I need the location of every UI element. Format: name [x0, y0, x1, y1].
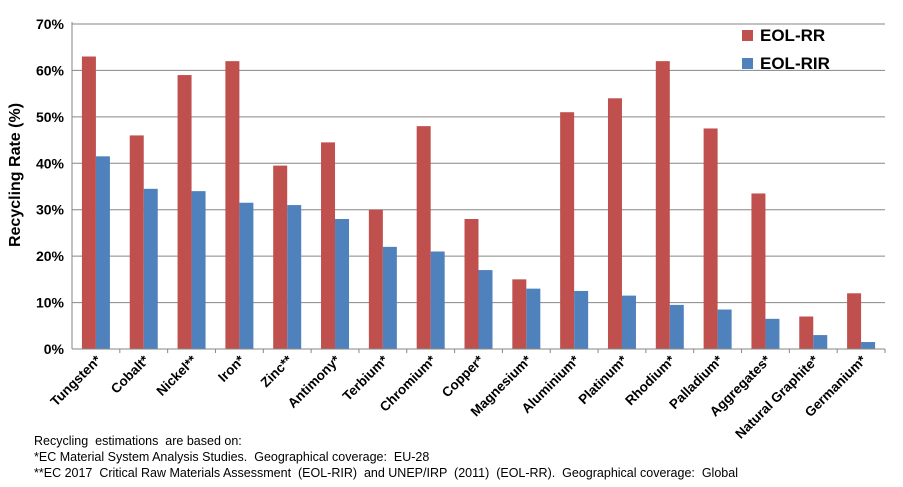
gridlines: [72, 23, 885, 304]
axes: [71, 22, 886, 353]
bar-eol-rir-germanium: [861, 342, 876, 349]
bar-eol-rir-aggregates: [765, 318, 780, 349]
x-tick-label: Cobalt*: [108, 352, 153, 397]
bar-eol-rr-chromium: [416, 126, 431, 350]
note-line-3: **EC 2017 Critical Raw Materials Assessm…: [34, 466, 738, 480]
bar-eol-rir-terbium: [382, 246, 397, 349]
bar-eol-rr-aluminium: [560, 112, 575, 349]
bar-eol-rr-antimony: [321, 142, 336, 349]
bar-eol-rr-zinc: [273, 165, 288, 349]
bar-eol-rr-cobalt: [129, 135, 144, 349]
bar-eol-rir-natural-graphite: [813, 335, 828, 349]
bars: [81, 56, 876, 350]
y-tick-label: 50%: [36, 109, 65, 125]
bar-eol-rir-copper: [478, 270, 493, 349]
x-tick-labels: Tungsten* Cobalt* Nickel** Iron* Zinc**Antim…: [47, 352, 869, 442]
bar-eol-rir-cobalt: [143, 188, 158, 349]
x-tick-label: Nickel**: [154, 352, 201, 399]
legend-label: EOL-RIR: [760, 54, 830, 73]
legend: EOL-RR EOL-RIR: [742, 26, 830, 73]
bar-eol-rr-copper: [464, 219, 479, 349]
bar-eol-rr-natural-graphite: [799, 316, 814, 349]
bar-eol-rir-zinc: [287, 205, 302, 349]
legend-label: EOL-RR: [760, 26, 825, 45]
y-tick-label: 70%: [36, 16, 65, 32]
y-tick-label: 60%: [36, 62, 65, 78]
bar-eol-rr-iron: [225, 61, 240, 350]
x-tick-label: Copper*: [439, 352, 487, 400]
x-tick-label: Tungsten*: [47, 352, 104, 409]
bar-eol-rir-platinum: [621, 295, 636, 349]
bar-eol-rir-tungsten: [95, 156, 110, 349]
bar-eol-rir-aluminium: [574, 290, 589, 349]
bar-eol-rr-platinum: [607, 98, 622, 350]
x-tick-label: Iron*: [215, 352, 248, 385]
y-tick-label: 0%: [44, 341, 65, 357]
y-tick-label: 40%: [36, 155, 65, 171]
y-tick-label: 20%: [36, 248, 65, 264]
bar-eol-rir-palladium: [717, 309, 732, 349]
bar-eol-rir-iron: [239, 202, 254, 349]
bar-eol-rir-antimony: [335, 219, 350, 349]
bar-eol-rr-germanium: [847, 293, 862, 349]
bar-eol-rir-chromium: [430, 251, 445, 349]
x-tick-label: Natural Graphite*: [732, 352, 822, 442]
y-axis-label: Recycling Rate (%): [7, 103, 24, 247]
y-tick-labels: 0% 10% 20% 30% 40% 50% 60% 70%: [36, 16, 65, 357]
bar-eol-rir-rhodium: [669, 304, 684, 349]
bar-eol-rr-tungsten: [81, 56, 96, 349]
legend-swatch: [742, 58, 753, 69]
bar-eol-rr-palladium: [703, 128, 718, 349]
bar-eol-rr-terbium: [368, 209, 383, 349]
bar-eol-rr-aggregates: [751, 193, 766, 349]
y-tick-label: 10%: [36, 295, 65, 311]
bar-eol-rir-nickel: [191, 191, 206, 349]
bar-eol-rr-nickel: [177, 75, 192, 350]
bar-eol-rir-magnesium: [526, 288, 541, 349]
bar-eol-rr-magnesium: [512, 279, 527, 349]
note-line-1: Recycling estimations are based on:: [34, 434, 242, 448]
y-tick-label: 30%: [36, 202, 65, 218]
legend-swatch: [742, 30, 753, 41]
x-tick-label: Zinc**: [258, 352, 296, 390]
note-line-2: *EC Material System Analysis Studies. Ge…: [34, 450, 430, 464]
x-tick-label: Antimony*: [285, 352, 344, 411]
bar-eol-rr-rhodium: [655, 61, 670, 350]
